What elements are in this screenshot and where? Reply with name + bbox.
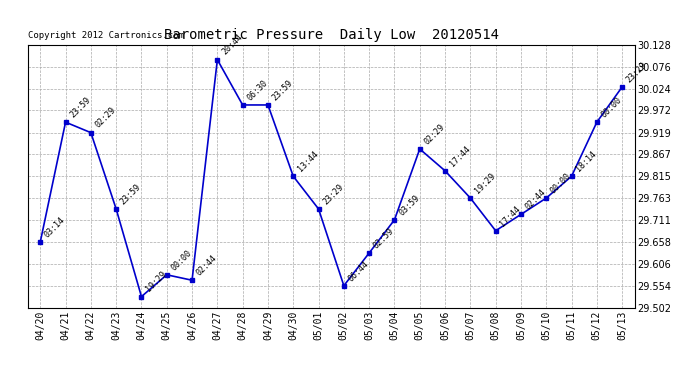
Text: 23:29: 23:29 bbox=[625, 60, 649, 84]
Text: 00:00: 00:00 bbox=[600, 95, 624, 119]
Text: 02:59: 02:59 bbox=[372, 226, 396, 250]
Text: 17:44: 17:44 bbox=[498, 204, 522, 228]
Text: Copyright 2012 Cartronics.com: Copyright 2012 Cartronics.com bbox=[28, 31, 184, 40]
Title: Barometric Pressure  Daily Low  20120514: Barometric Pressure Daily Low 20120514 bbox=[164, 28, 499, 42]
Text: 03:14: 03:14 bbox=[43, 215, 67, 239]
Text: 00:00: 00:00 bbox=[170, 248, 194, 272]
Text: 06:44: 06:44 bbox=[346, 259, 371, 283]
Text: 23:29: 23:29 bbox=[322, 182, 346, 206]
Text: 02:29: 02:29 bbox=[422, 122, 446, 146]
Text: 13:44: 13:44 bbox=[296, 149, 320, 174]
Text: 02:44: 02:44 bbox=[524, 188, 548, 211]
Text: 20:44: 20:44 bbox=[220, 33, 244, 57]
Text: 23:59: 23:59 bbox=[68, 95, 92, 119]
Text: 02:29: 02:29 bbox=[94, 106, 118, 130]
Text: 19:29: 19:29 bbox=[144, 270, 168, 294]
Text: 06:30: 06:30 bbox=[246, 78, 270, 102]
Text: 02:44: 02:44 bbox=[195, 254, 219, 278]
Text: 19:29: 19:29 bbox=[473, 171, 497, 195]
Text: 18:14: 18:14 bbox=[574, 149, 598, 174]
Text: 00:00: 00:00 bbox=[549, 171, 573, 195]
Text: 17:44: 17:44 bbox=[448, 144, 472, 168]
Text: 23:59: 23:59 bbox=[270, 78, 295, 102]
Text: 23:59: 23:59 bbox=[119, 182, 143, 206]
Text: 03:59: 03:59 bbox=[397, 193, 422, 217]
